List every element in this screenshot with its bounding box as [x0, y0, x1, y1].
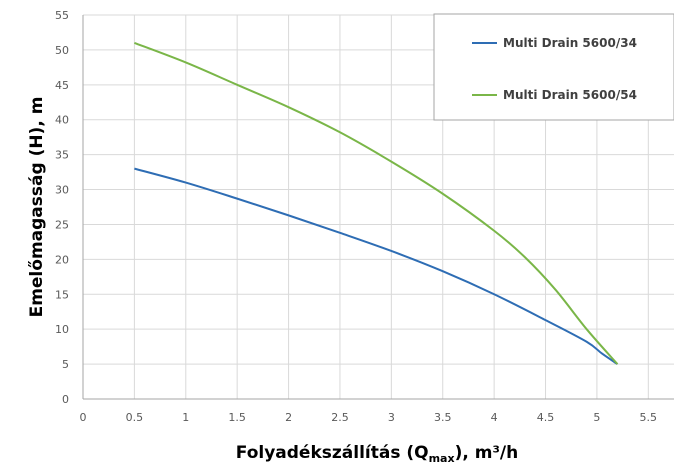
y-axis-title: Emelőmagasság (H), m	[27, 97, 47, 318]
x-axis-title-main: Folyadékszállítás (Q	[236, 443, 429, 463]
axes	[82, 15, 674, 400]
x-tick-label: 1.5	[228, 411, 246, 424]
y-tick-label: 30	[55, 184, 69, 197]
x-tick-label: 5	[593, 411, 600, 424]
series-group	[134, 41, 619, 365]
x-tick-label: 0.5	[126, 411, 144, 424]
x-tick-label: 1	[182, 411, 189, 424]
legend: Multi Drain 5600/34 Multi Drain 5600/54	[433, 13, 674, 121]
y-tick-label: 5	[62, 358, 69, 371]
y-tick-label: 40	[55, 114, 69, 127]
series-line-1	[134, 167, 619, 365]
x-tick-label: 4	[491, 411, 498, 424]
legend-box	[433, 13, 674, 121]
series-line-2	[134, 41, 619, 365]
y-tick-label: 20	[55, 253, 69, 266]
y-tick-label: 55	[55, 9, 69, 22]
legend-label-2: Multi Drain 5600/54	[503, 88, 637, 102]
x-axis-title-subscript: max	[429, 452, 455, 464]
x-axis-title: Folyadékszállítás (Qmax), m³/h	[236, 443, 518, 464]
y-tick-label: 25	[55, 218, 69, 231]
y-tick-label: 0	[62, 393, 69, 406]
x-tick-label: 0	[80, 411, 87, 424]
legend-label-1: Multi Drain 5600/34	[503, 36, 637, 50]
x-tick-label: 4.5	[537, 411, 555, 424]
y-tick-label: 10	[55, 323, 69, 336]
x-tick-label: 2	[285, 411, 292, 424]
x-tick-label: 3.5	[434, 411, 452, 424]
y-tick-label: 15	[55, 288, 69, 301]
x-tick-label: 2.5	[331, 411, 349, 424]
y-tick-label: 50	[55, 44, 69, 57]
x-axis-title-suffix: ), m³/h	[455, 443, 519, 463]
y-tick-label: 45	[55, 79, 69, 92]
x-tick-label: 5.5	[640, 411, 658, 424]
y-tick-label: 35	[55, 149, 69, 162]
tick-labels: 0 0.5 1 1.5 2 2.5 3 3.5 4 4.5 5 5.5 0 5 10 15 20 25 30 35 40…	[55, 9, 657, 424]
x-tick-label: 3	[388, 411, 395, 424]
